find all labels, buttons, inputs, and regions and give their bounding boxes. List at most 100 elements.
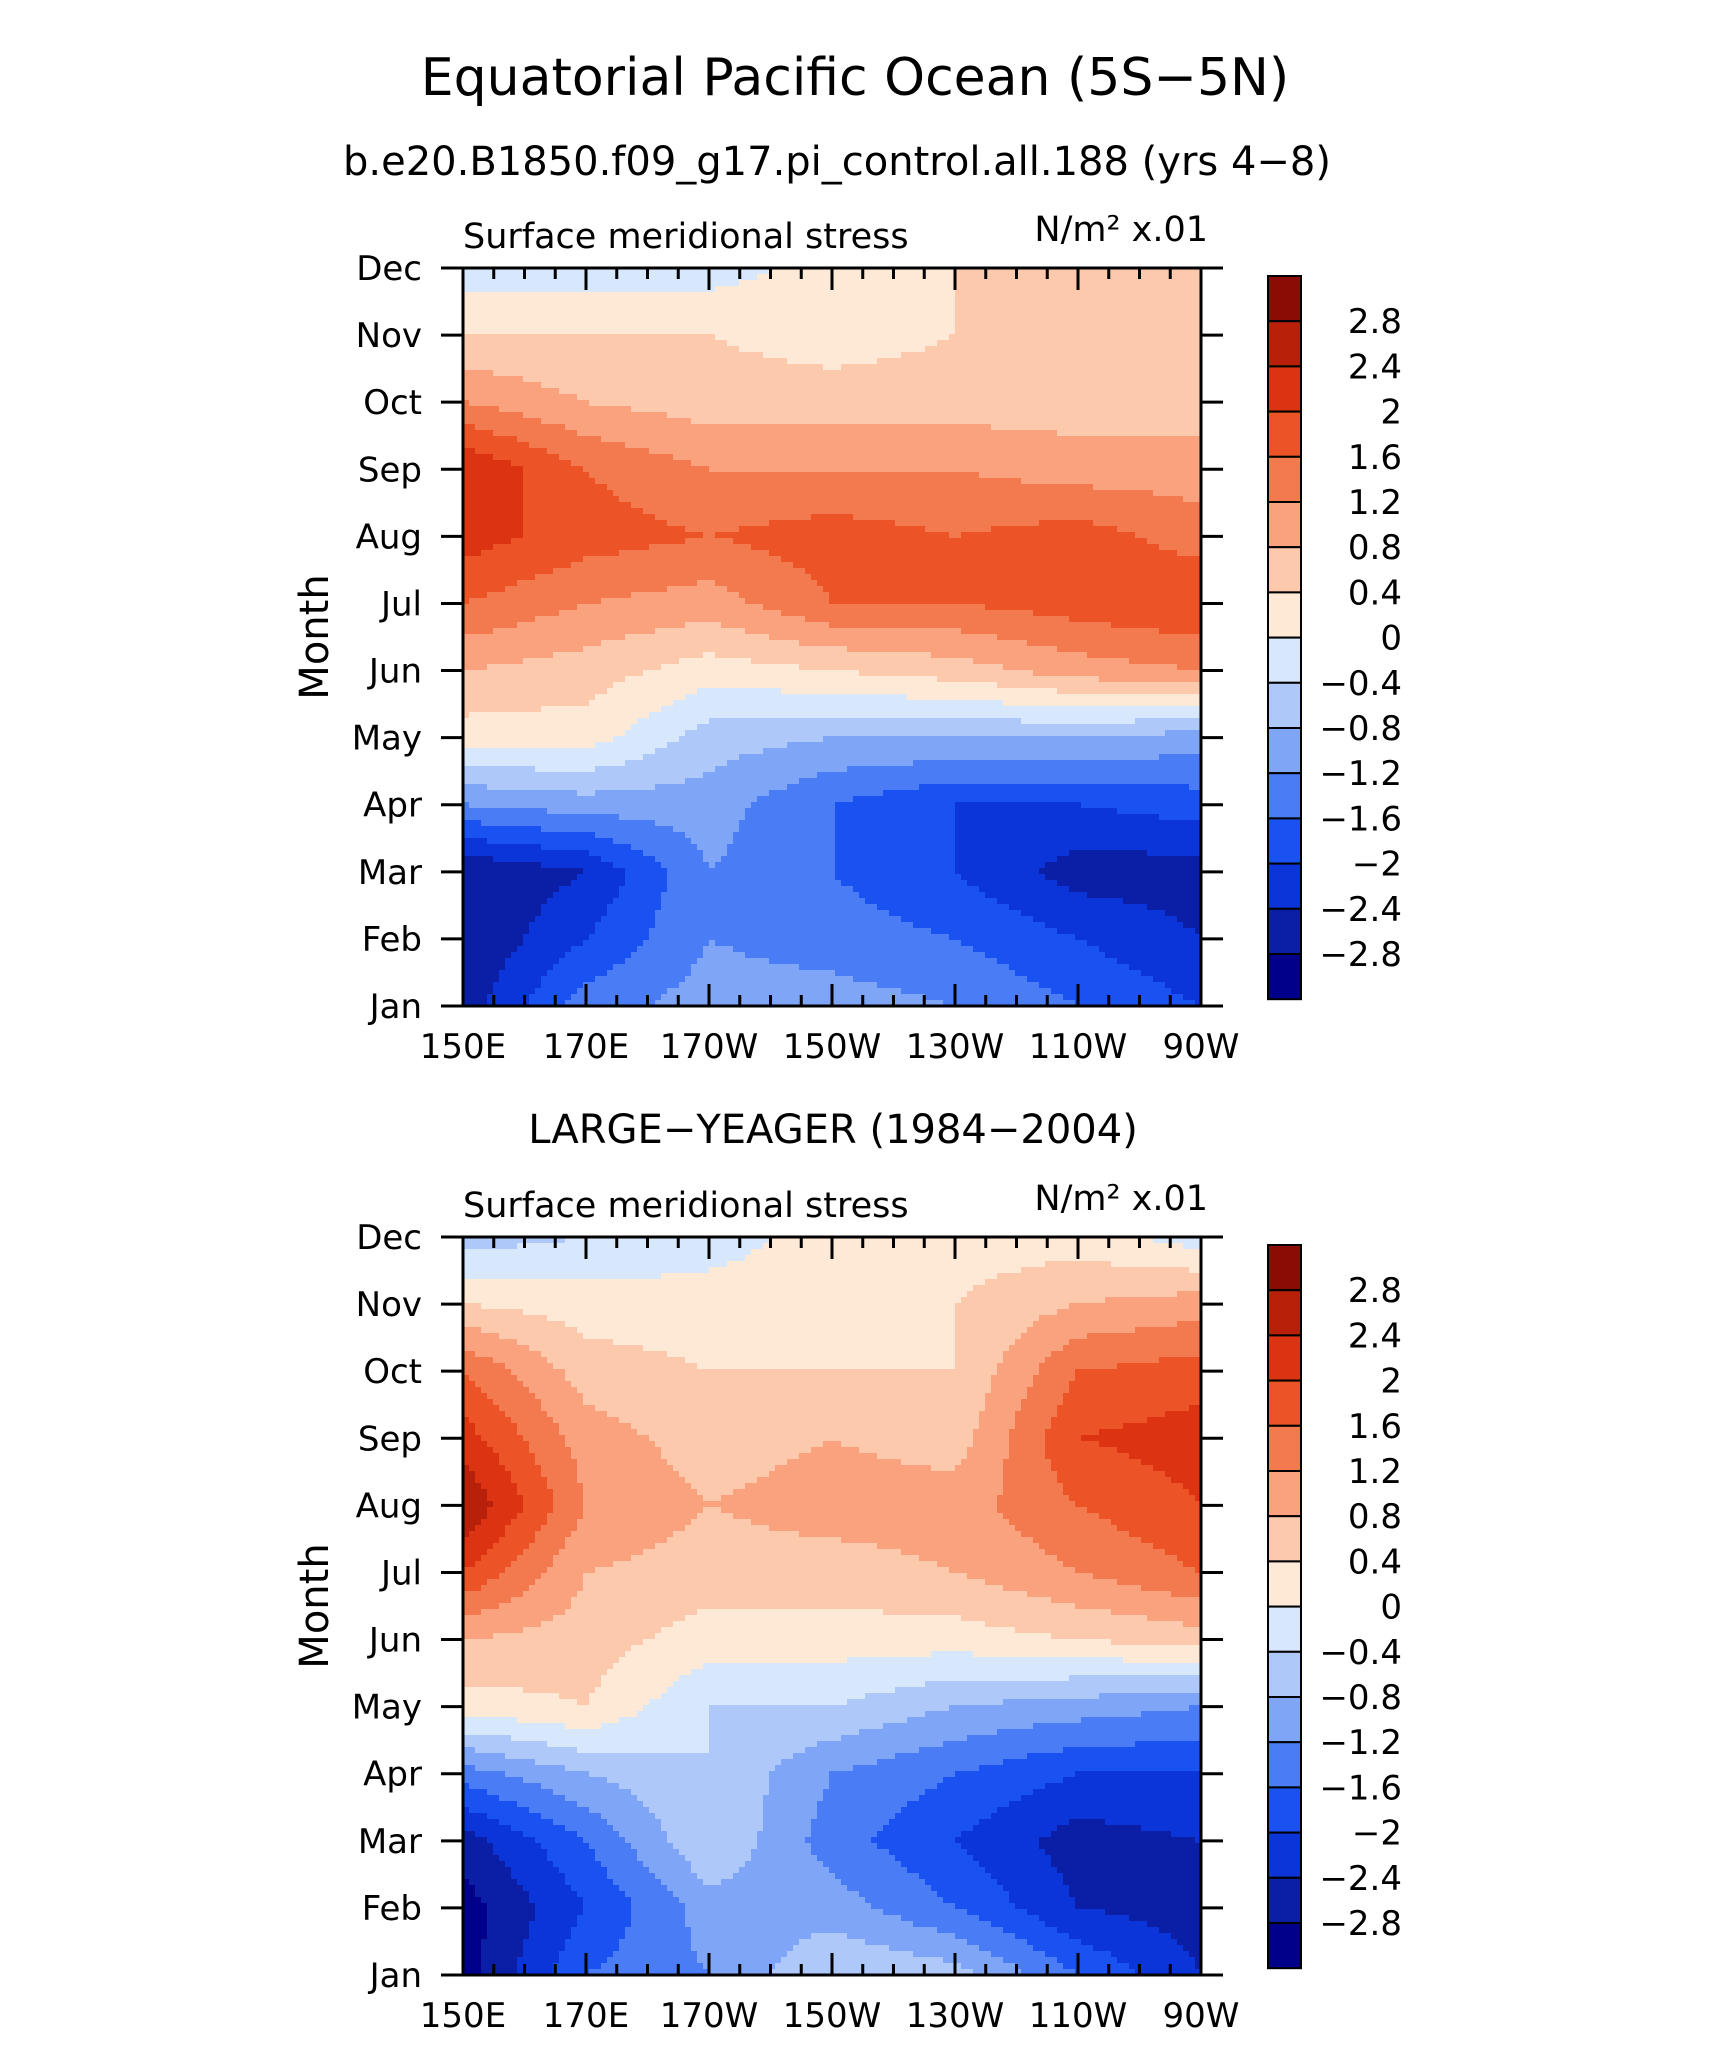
heatmap-cell	[1027, 1327, 1135, 1333]
heatmap-cell	[697, 958, 769, 964]
heatmap-cell	[463, 502, 523, 508]
heatmap-cell	[931, 928, 1057, 934]
heatmap-cell	[913, 1921, 991, 1927]
heatmap-cell	[649, 712, 1201, 718]
heatmap-cell	[1075, 934, 1201, 940]
heatmap-cell	[463, 1549, 487, 1555]
heatmap-cell	[739, 346, 925, 352]
heatmap-cell	[985, 1621, 1183, 1627]
heatmap-cell	[817, 580, 1201, 586]
heatmap-cell	[829, 1783, 937, 1789]
heatmap-cell	[469, 712, 649, 718]
heatmap-cell	[1045, 1441, 1099, 1447]
heatmap-cell	[1009, 1453, 1045, 1459]
heatmap-cell	[685, 1903, 871, 1909]
heatmap-cell	[529, 922, 595, 928]
heatmap-cell	[607, 1873, 655, 1879]
heatmap-cell	[1063, 1963, 1129, 1969]
heatmap-cell	[499, 1405, 541, 1411]
heatmap-cell	[475, 1471, 511, 1477]
heatmap-cell	[925, 1879, 997, 1885]
heatmap-cell	[463, 1489, 487, 1495]
heatmap-cell	[463, 928, 529, 934]
panel-1: b.e20.B1850.f09_g17.pi_control.all.188 (…	[292, 139, 1402, 1067]
heatmap-cell	[1111, 1609, 1201, 1615]
heatmap-cell	[487, 1549, 523, 1555]
heatmap-cell	[709, 718, 1021, 724]
heatmap-cell	[463, 1747, 475, 1753]
heatmap-cell	[1063, 1393, 1201, 1399]
heatmap-cell	[475, 1831, 523, 1837]
heatmap-cell	[823, 1441, 841, 1447]
heatmap-cell	[703, 1495, 721, 1501]
heatmap-cell	[1141, 1459, 1201, 1465]
heatmap-cell	[1159, 544, 1201, 550]
heatmap-cell	[637, 1711, 709, 1717]
heatmap-cell	[1159, 814, 1201, 820]
heatmap-cell	[859, 1729, 997, 1735]
heatmap-cell	[1117, 1363, 1201, 1369]
heatmap-cell	[1039, 1837, 1195, 1843]
heatmap-cell	[595, 790, 769, 796]
heatmap-cell	[1159, 754, 1201, 760]
heatmap-cell	[1129, 1963, 1195, 1969]
colorbar-swatch	[1267, 275, 1302, 323]
heatmap-cell	[517, 1339, 613, 1345]
heatmap-cell	[769, 1777, 829, 1783]
heatmap-cell	[757, 1837, 805, 1843]
heatmap-cell	[949, 1567, 1075, 1573]
heatmap-cell	[517, 1489, 553, 1495]
heatmap-cell	[463, 1669, 607, 1675]
heatmap-cell	[619, 1657, 847, 1663]
heatmap-cell	[907, 1717, 1081, 1723]
heatmap-cell	[565, 1765, 775, 1771]
heatmap-cell	[1153, 1543, 1201, 1549]
heatmap-cell	[595, 694, 685, 700]
heatmap-cell	[547, 1513, 583, 1519]
heatmap-cell	[535, 1579, 583, 1585]
heatmap-cell	[1057, 1471, 1165, 1477]
heatmap-cell	[463, 682, 613, 688]
heatmap-cell	[613, 682, 997, 688]
heatmap-cell	[469, 1879, 517, 1885]
heatmap-cell	[955, 1309, 1057, 1315]
heatmap-cell	[553, 1417, 619, 1423]
heatmap-cell	[577, 1831, 619, 1837]
y-tick-label: Feb	[362, 920, 422, 960]
heatmap-cell	[1015, 1411, 1057, 1417]
heatmap-cell	[985, 892, 1087, 898]
x-tick-label: 110W	[1029, 1027, 1128, 1067]
heatmap-cell	[463, 430, 493, 436]
heatmap-cell	[607, 484, 1093, 490]
heatmap-cell	[667, 868, 835, 874]
heatmap-cell	[1165, 910, 1201, 916]
heatmap-cell	[655, 1000, 943, 1006]
colorbar-label: 2.4	[1348, 1316, 1402, 1356]
heatmap-cell	[463, 538, 511, 544]
heatmap-cell	[1069, 1933, 1171, 1939]
heatmap-cell	[727, 1261, 1045, 1267]
heatmap-cell	[463, 964, 505, 970]
heatmap-cell	[643, 1705, 709, 1711]
heatmap-cell	[463, 688, 607, 694]
heatmap-field	[463, 1237, 1201, 1975]
heatmap-cell	[901, 916, 1033, 922]
heatmap-cell	[667, 1351, 955, 1357]
heatmap-cell	[481, 1945, 523, 1951]
heatmap-cell	[1057, 856, 1201, 862]
heatmap-cell	[571, 460, 691, 466]
heatmap-cell	[523, 1939, 565, 1945]
heatmap-cell	[691, 1945, 793, 1951]
heatmap-cell	[715, 580, 817, 586]
heatmap-cell	[721, 856, 835, 862]
heatmap-cell	[463, 712, 469, 718]
heatmap-cell	[1069, 1339, 1201, 1345]
heatmap-cell	[1003, 1699, 1201, 1705]
heatmap-cell	[601, 436, 1201, 442]
heatmap-cell	[493, 628, 655, 634]
heatmap-cell	[463, 1345, 529, 1351]
heatmap-cell	[1003, 1585, 1141, 1591]
heatmap-cell	[907, 1801, 1009, 1807]
heatmap-cell	[517, 1555, 553, 1561]
heatmap-cell	[553, 1489, 583, 1495]
